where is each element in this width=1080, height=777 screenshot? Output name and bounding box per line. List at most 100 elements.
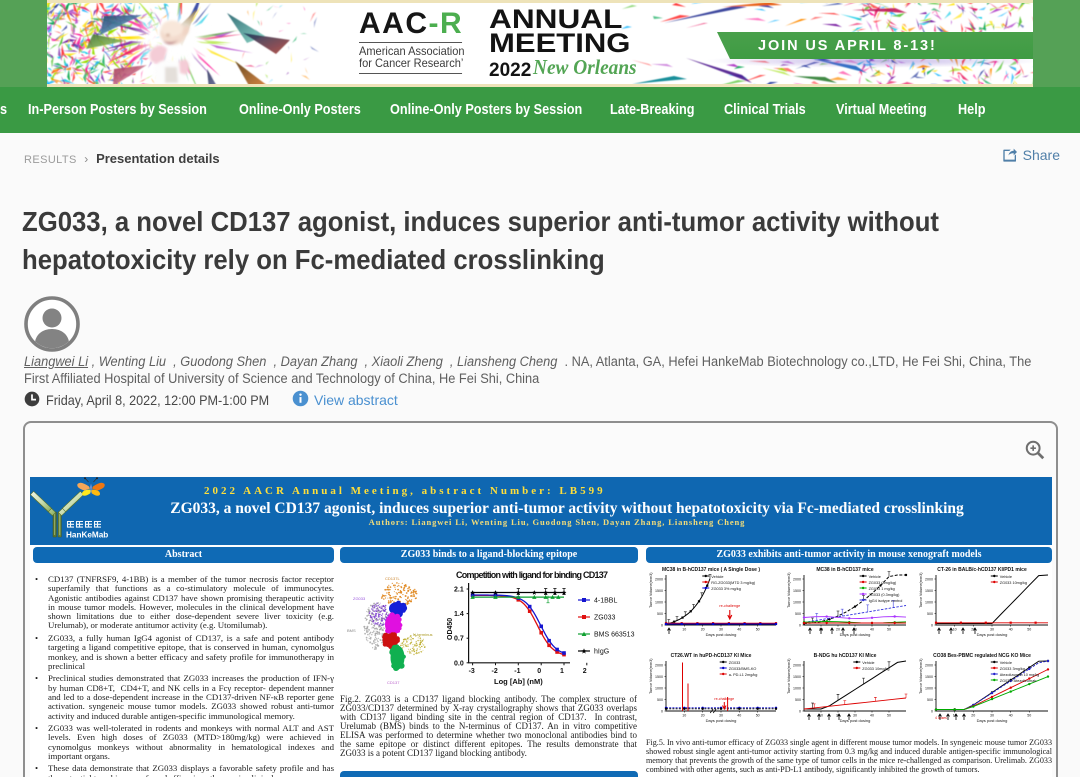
svg-text:1000: 1000 bbox=[655, 687, 663, 691]
svg-text:BMS: BMS bbox=[347, 628, 356, 633]
svg-text:0: 0 bbox=[931, 624, 933, 628]
svg-text:50: 50 bbox=[1027, 714, 1031, 718]
svg-text:500: 500 bbox=[795, 612, 801, 616]
svg-text:CD137L: CD137L bbox=[385, 576, 400, 581]
svg-text:N-terminus: N-terminus bbox=[413, 632, 433, 637]
svg-text:30: 30 bbox=[990, 628, 994, 632]
svg-text:20: 20 bbox=[836, 628, 840, 632]
svg-text:40: 40 bbox=[1009, 628, 1013, 632]
svg-text:30: 30 bbox=[719, 628, 723, 632]
svg-text:0: 0 bbox=[931, 710, 933, 714]
svg-text:40: 40 bbox=[870, 628, 874, 632]
svg-text:Vehicle: Vehicle bbox=[862, 661, 874, 665]
svg-text:10: 10 bbox=[682, 628, 686, 632]
svg-text:20: 20 bbox=[701, 628, 705, 632]
svg-text:50: 50 bbox=[1027, 628, 1031, 632]
svg-text:hIgG: hIgG bbox=[594, 649, 609, 656]
svg-text:2000: 2000 bbox=[925, 664, 933, 668]
svg-text:MC38 in B-hCD137 mice: MC38 in B-hCD137 mice bbox=[816, 567, 873, 573]
svg-text:20: 20 bbox=[701, 714, 705, 718]
svg-text:RG-ZG033(MTD 3 mg/kg): RG-ZG033(MTD 3 mg/kg) bbox=[711, 581, 756, 585]
svg-text:ZG033/BMS-KO: ZG033/BMS-KO bbox=[729, 667, 757, 671]
svg-text:2000: 2000 bbox=[655, 664, 663, 668]
svg-text:50: 50 bbox=[887, 714, 891, 718]
svg-text:30: 30 bbox=[719, 714, 723, 718]
svg-text:1.4: 1.4 bbox=[454, 611, 464, 618]
svg-text:CT-26 in BALB/c-hCD137 KI/PD1: CT-26 in BALB/c-hCD137 KI/PD1 mice bbox=[937, 567, 1027, 573]
svg-text:Days post dosing: Days post dosing bbox=[977, 718, 1008, 723]
svg-text:2000: 2000 bbox=[793, 578, 801, 582]
svg-text:1500: 1500 bbox=[655, 589, 663, 593]
svg-text:CO38 Bes-PBMC regulated NCG KO: CO38 Bes-PBMC regulated NCG KO Mice bbox=[933, 653, 1031, 659]
svg-text:ZG033 1 mg/kg: ZG033 1 mg/kg bbox=[869, 587, 895, 591]
svg-text:500: 500 bbox=[657, 698, 663, 702]
svg-text:10: 10 bbox=[953, 628, 957, 632]
svg-text:2000: 2000 bbox=[793, 664, 801, 668]
svg-text:30: 30 bbox=[990, 714, 994, 718]
svg-text:500: 500 bbox=[927, 612, 933, 616]
svg-text:Vehicle: Vehicle bbox=[1000, 575, 1012, 579]
svg-text:50: 50 bbox=[756, 628, 760, 632]
svg-text:1000: 1000 bbox=[925, 687, 933, 691]
svg-text:0.0: 0.0 bbox=[454, 660, 464, 667]
svg-text:BMS 663513: BMS 663513 bbox=[594, 632, 635, 639]
svg-text:CT26.WT in huPD-hCD137 KI Mic: CT26.WT in huPD-hCD137 KI Mice bbox=[671, 653, 752, 659]
svg-text:0: 0 bbox=[799, 710, 801, 714]
svg-text:Days post dosing: Days post dosing bbox=[840, 632, 871, 637]
svg-text:500: 500 bbox=[657, 612, 663, 616]
svg-text:re-challenge: re-challenge bbox=[719, 604, 740, 608]
svg-text:ZG033: ZG033 bbox=[594, 615, 616, 622]
svg-text:0: 0 bbox=[799, 624, 801, 628]
svg-text:ZG033 3mg/kg: ZG033 3mg/kg bbox=[1000, 667, 1025, 671]
svg-text:1000: 1000 bbox=[793, 687, 801, 691]
svg-text:MC38 in B-hCD137 mice ( A Sing: MC38 in B-hCD137 mice ( A Single Dose ) bbox=[662, 567, 760, 573]
svg-text:Days post dosing: Days post dosing bbox=[977, 632, 1008, 637]
svg-text:0: 0 bbox=[661, 624, 663, 628]
svg-text:Tumor Volume(mm3): Tumor Volume(mm3) bbox=[649, 658, 653, 694]
svg-text:40: 40 bbox=[737, 628, 741, 632]
svg-text:40: 40 bbox=[1009, 714, 1013, 718]
svg-text:Vehicle: Vehicle bbox=[1000, 661, 1012, 665]
svg-text:IgG4 isotype control: IgG4 isotype control bbox=[869, 599, 903, 603]
svg-text:a- PD-L1 2mg/kg: a- PD-L1 2mg/kg bbox=[729, 673, 758, 677]
svg-text:Vehicle: Vehicle bbox=[869, 575, 881, 579]
svg-text:2.1: 2.1 bbox=[454, 587, 464, 594]
svg-text:1500: 1500 bbox=[925, 589, 933, 593]
svg-text:0.7: 0.7 bbox=[454, 636, 464, 643]
svg-text:4 doses: 4 doses bbox=[935, 716, 947, 720]
svg-text:0: 0 bbox=[661, 710, 663, 714]
svg-text:1000: 1000 bbox=[793, 601, 801, 605]
svg-text:20: 20 bbox=[971, 628, 975, 632]
svg-text:ZG033: ZG033 bbox=[353, 596, 366, 601]
svg-text:Days post dosing: Days post dosing bbox=[706, 718, 737, 723]
svg-text:2: 2 bbox=[583, 668, 587, 675]
svg-text:0: 0 bbox=[537, 668, 541, 675]
svg-text:10: 10 bbox=[819, 714, 823, 718]
svg-text:1500: 1500 bbox=[655, 675, 663, 679]
svg-text:ZG033 (0.3mg/kg): ZG033 (0.3mg/kg) bbox=[869, 593, 901, 597]
svg-text:40: 40 bbox=[737, 714, 741, 718]
svg-text:re-challenge: re-challenge bbox=[714, 697, 734, 701]
svg-text:10: 10 bbox=[682, 714, 686, 718]
svg-text:ZG033: ZG033 bbox=[729, 661, 741, 665]
svg-text:30: 30 bbox=[853, 714, 857, 718]
svg-text:ZG033+Atezolizumab: ZG033+Atezolizumab bbox=[1000, 679, 1037, 683]
svg-text:Competition with ligand for bi: Competition with ligand for binding CD13… bbox=[456, 570, 608, 580]
svg-text:1000: 1000 bbox=[655, 601, 663, 605]
svg-text:Tumor Volume(mm3): Tumor Volume(mm3) bbox=[787, 658, 791, 694]
svg-text:40: 40 bbox=[870, 714, 874, 718]
svg-text:1500: 1500 bbox=[793, 675, 801, 679]
svg-text:ZG033 10mg/kg: ZG033 10mg/kg bbox=[1000, 581, 1027, 585]
svg-text:-1: -1 bbox=[514, 668, 520, 675]
svg-text:Log [Ab] (nM): Log [Ab] (nM) bbox=[494, 677, 543, 686]
svg-text:ZG033 (3mg/kg): ZG033 (3mg/kg) bbox=[869, 581, 897, 585]
svg-text:CD137: CD137 bbox=[387, 680, 400, 685]
svg-text:Tumor Volume(mm3): Tumor Volume(mm3) bbox=[787, 572, 791, 608]
svg-text:Tumor Volume(mm3): Tumor Volume(mm3) bbox=[919, 572, 923, 608]
svg-text:Atezolizumab 10 mg/kg: Atezolizumab 10 mg/kg bbox=[1000, 673, 1039, 677]
svg-text:Vehicle: Vehicle bbox=[711, 575, 723, 579]
svg-text:Tumor Volume(mm3): Tumor Volume(mm3) bbox=[919, 658, 923, 694]
svg-text:2000: 2000 bbox=[925, 578, 933, 582]
svg-text:1500: 1500 bbox=[793, 589, 801, 593]
svg-text:ZG033 3% mg/kg: ZG033 3% mg/kg bbox=[711, 587, 741, 591]
